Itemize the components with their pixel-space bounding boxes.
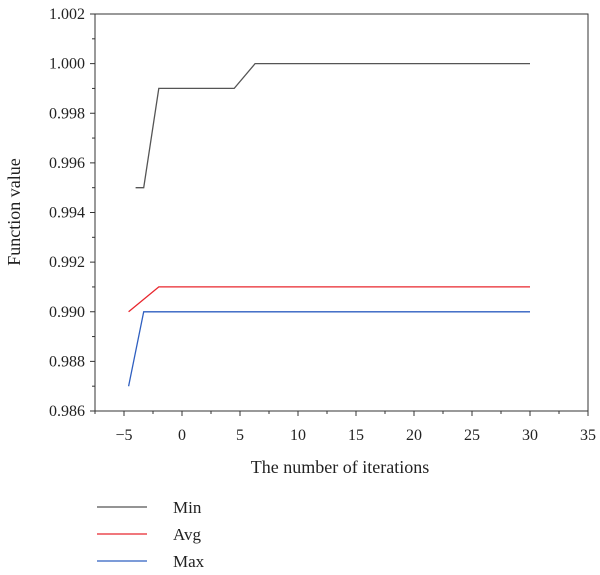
x-tick-label: 25 (464, 427, 480, 444)
plot-frame (94, 13, 589, 412)
y-tick-label: 0.986 (49, 403, 85, 420)
legend: Min Avg Max (97, 498, 205, 571)
x-tick-label: 30 (522, 427, 538, 444)
y-tick-label: 0.998 (49, 105, 85, 122)
x-axis-ticks: −5 0 5 10 15 20 25 30 35 (94, 411, 596, 444)
x-tick-label: 20 (406, 427, 422, 444)
y-tick-label: 0.988 (49, 353, 85, 370)
y-tick-label: 0.994 (49, 205, 85, 222)
legend-label-min: Min (173, 498, 202, 517)
x-tick-label: −5 (115, 427, 132, 444)
legend-label-max: Max (173, 552, 205, 571)
y-tick-label: 0.992 (49, 254, 85, 271)
x-tick-label: 10 (290, 427, 306, 444)
series-line-max (127, 311, 530, 387)
y-tick-label: 1.000 (49, 56, 85, 73)
series-line-min (135, 62, 530, 189)
y-tick-label: 0.990 (49, 304, 85, 321)
x-axis-label: The number of iterations (251, 457, 429, 477)
series-line-avg (128, 286, 530, 313)
y-tick-label: 1.002 (49, 6, 85, 23)
y-tick-label: 0.996 (49, 155, 85, 172)
y-axis-ticks: 0.986 0.988 0.990 0.992 0.994 0.996 0.998 1.000… (49, 6, 95, 420)
x-tick-label: 0 (178, 427, 186, 444)
legend-label-avg: Avg (173, 525, 202, 544)
x-tick-label: 15 (348, 427, 364, 444)
x-tick-label: 5 (236, 427, 244, 444)
y-axis-label: Function value (4, 158, 24, 265)
series-lines (127, 62, 530, 387)
x-tick-label: 35 (580, 427, 596, 444)
